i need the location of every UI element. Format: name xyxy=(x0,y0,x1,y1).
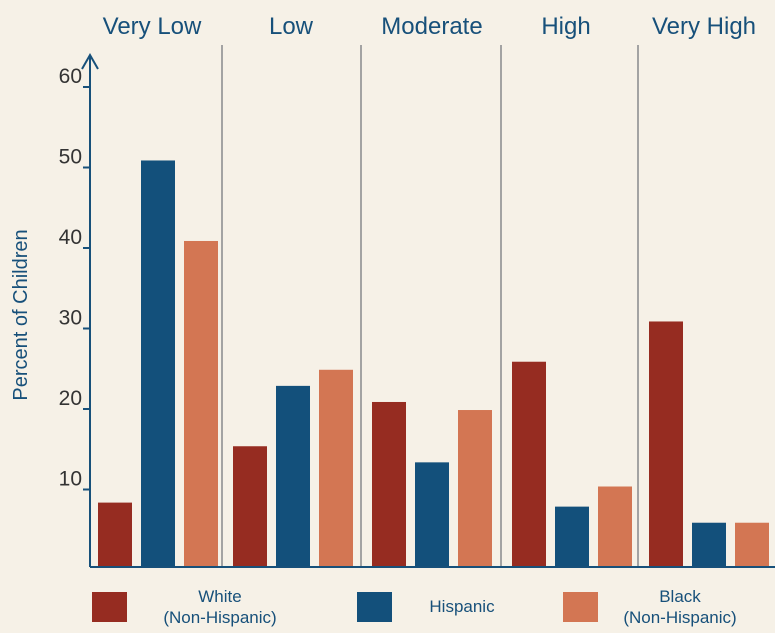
legend-swatch xyxy=(92,592,127,622)
bar xyxy=(555,506,589,567)
legend-swatch xyxy=(563,592,598,622)
bars xyxy=(98,160,769,567)
category-label: High xyxy=(541,13,590,40)
legend-label: (Non-Hispanic) xyxy=(623,608,736,627)
y-tick-label: 50 xyxy=(59,146,82,169)
legend-label: Hispanic xyxy=(429,597,495,616)
legend-label: White xyxy=(198,587,241,606)
y-axis-arrow xyxy=(81,52,99,70)
bar xyxy=(233,446,267,567)
category-label: Very High xyxy=(652,13,756,40)
category-label: Moderate xyxy=(381,13,482,40)
category-label: Very Low xyxy=(103,13,202,40)
bar xyxy=(141,160,175,567)
legend-label: Black xyxy=(659,587,701,606)
legend-swatch xyxy=(357,592,392,622)
bar xyxy=(735,522,769,567)
y-tick-label: 40 xyxy=(59,226,82,249)
bar xyxy=(598,486,632,567)
y-tick-labels: 10 20 30 40 50 60 xyxy=(59,65,90,491)
bar xyxy=(692,522,726,567)
axes xyxy=(81,52,775,568)
y-tick-label: 10 xyxy=(59,468,82,491)
category-labels: Very Low Low Moderate High Very High xyxy=(103,13,756,40)
bar xyxy=(458,410,492,567)
bar xyxy=(415,462,449,567)
category-dividers xyxy=(221,45,639,567)
bar xyxy=(372,401,406,567)
bar xyxy=(649,321,683,567)
category-label: Low xyxy=(269,13,314,40)
y-tick-label: 20 xyxy=(59,387,82,410)
bar xyxy=(319,369,353,567)
bar xyxy=(184,240,218,567)
bar xyxy=(512,361,546,567)
bar xyxy=(276,385,310,567)
legend-label: (Non-Hispanic) xyxy=(163,608,276,627)
y-tick-label: 30 xyxy=(59,307,82,330)
y-axis-label: Percent of Children xyxy=(10,229,32,400)
bar xyxy=(98,502,132,567)
y-tick-label: 60 xyxy=(59,65,82,88)
legend: White (Non-Hispanic) Hispanic Black (Non-His… xyxy=(92,587,737,627)
